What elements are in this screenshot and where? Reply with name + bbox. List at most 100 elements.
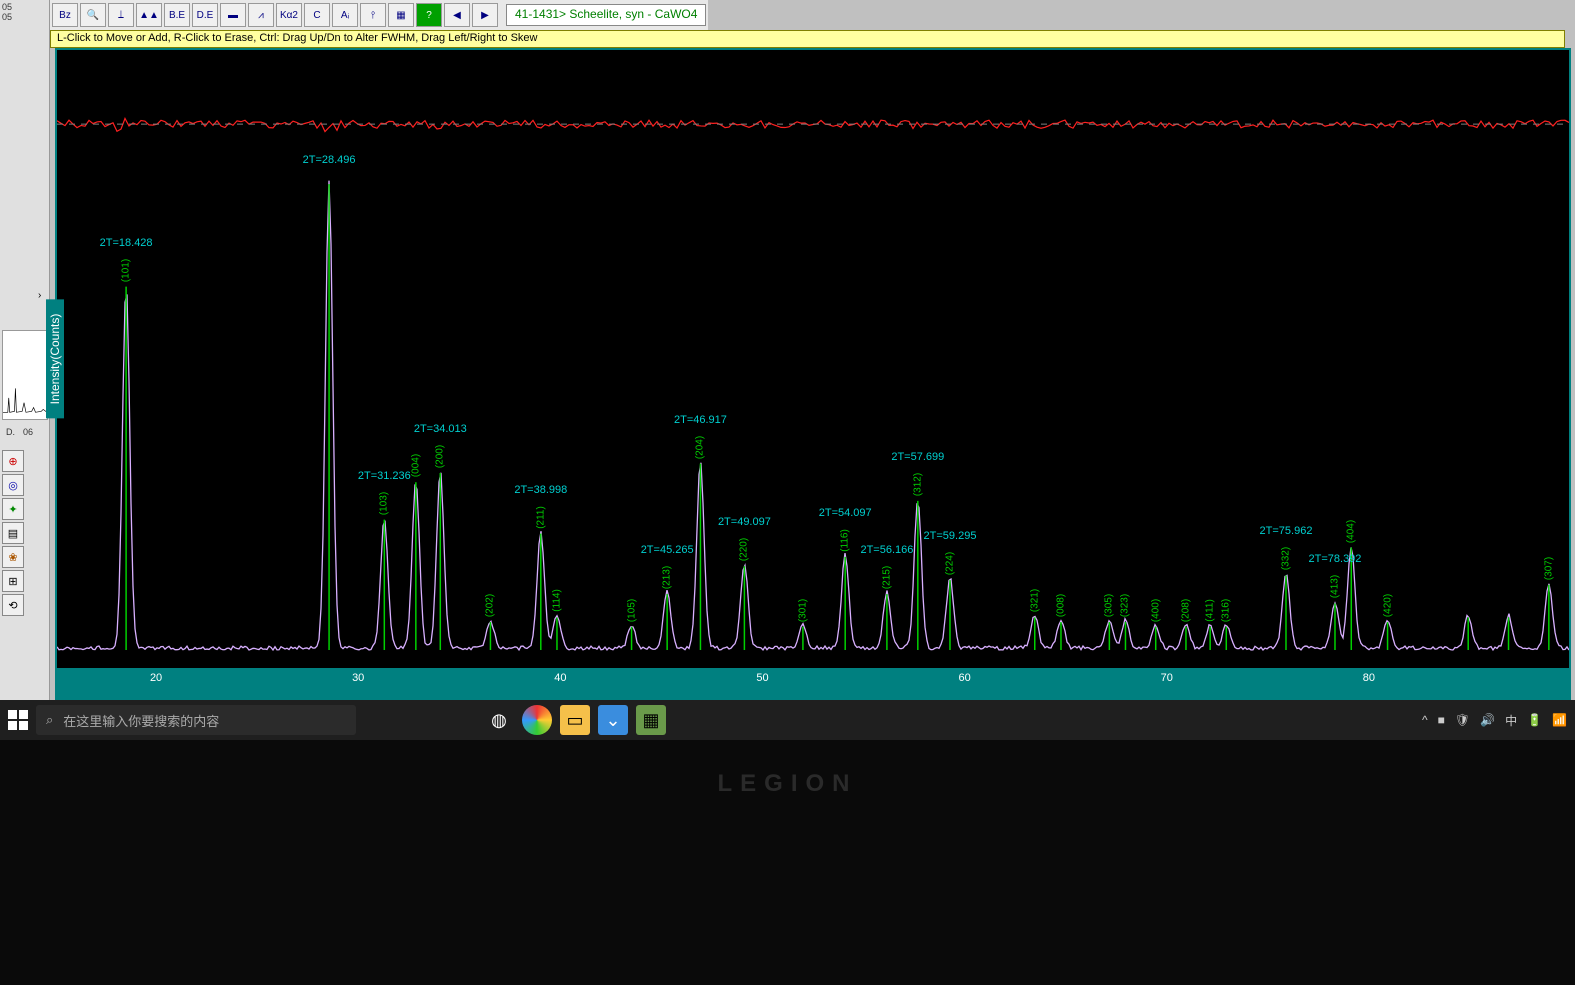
peak-hkl-label: (200)	[435, 445, 446, 468]
toolbar-btn-15[interactable]: ▶	[472, 3, 498, 27]
sb-btn-5[interactable]: ❀	[2, 546, 24, 568]
peak-hkl-label: (008)	[1055, 594, 1066, 617]
tray-icon-2[interactable]: 🛡	[1455, 713, 1470, 727]
peak-hkl-label: (404)	[1346, 519, 1357, 542]
peak-hkl-label: (312)	[912, 473, 923, 496]
app-icon-1[interactable]	[522, 705, 552, 735]
laptop-brand: LEGION	[717, 770, 857, 798]
peak-2t-label: 2T=57.699	[891, 451, 944, 463]
peak-hkl-label: (224)	[944, 552, 955, 575]
x-tick: 20	[150, 672, 162, 684]
sidebar-top-text: 05 05	[0, 0, 49, 24]
peak-2t-label: 2T=54.097	[819, 507, 872, 519]
peak-hkl-label: (316)	[1221, 599, 1232, 622]
peak-hkl-label: (211)	[535, 506, 546, 529]
peak-hkl-label: (101)	[121, 258, 132, 281]
taskbar-pinned-apps: ◍ ▭ ⌄ ▦	[484, 705, 666, 735]
toolbar-btn-1[interactable]: 🔍	[80, 3, 106, 27]
search-placeholder: 在这里输入你要搜索的内容	[63, 711, 219, 730]
system-tray[interactable]: ^ ■ 🛡 🔊 中 🔋 📶	[1422, 712, 1567, 729]
sb-btn-6[interactable]: ⊞	[2, 570, 24, 592]
toolbar-btn-4[interactable]: B.E	[164, 3, 190, 27]
x-tick: 80	[1363, 672, 1375, 684]
mini-plot[interactable]	[2, 330, 48, 420]
peak-2t-label: 2T=78.392	[1309, 553, 1362, 565]
taskbar-search[interactable]: ⌕ 在这里输入你要搜索的内容	[36, 705, 356, 735]
toolbar-btn-3[interactable]: ▲▲	[136, 3, 162, 27]
tray-icon-1[interactable]: ■	[1438, 713, 1445, 727]
peak-hkl-label: (116)	[840, 529, 851, 552]
peak-hkl-label: (305)	[1104, 594, 1115, 617]
toolbar-btn-10[interactable]: Aᵢ	[332, 3, 358, 27]
search-icon: ⌕	[46, 712, 53, 728]
sb-btn-4[interactable]: ▤	[2, 522, 24, 544]
peak-hkl-label: (321)	[1029, 589, 1040, 612]
sb-btn-1[interactable]: ⊕	[2, 450, 24, 472]
toolbar-btn-5[interactable]: D.E	[192, 3, 218, 27]
peak-hkl-label: (202)	[485, 594, 496, 617]
screen-area: 05 05 › D. 06 ⊕ ◎ ✦ ▤ ❀ ⊞ ⟲ Bz🔍⟘▲▲B.ED.E…	[0, 0, 1575, 740]
peak-hkl-label: (420)	[1382, 594, 1393, 617]
toolbar-btn-0[interactable]: Bz	[52, 3, 78, 27]
toolbar-btn-2[interactable]: ⟘	[108, 3, 134, 27]
main-toolbar: Bz🔍⟘▲▲B.ED.E▬⩘Kα2CAᵢ⫯▦?◀▶ 41-1431> Scheel…	[50, 0, 708, 30]
peak-hkl-label: (307)	[1543, 557, 1554, 580]
windows-taskbar[interactable]: ⌕ 在这里输入你要搜索的内容 ◍ ▭ ⌄ ▦ ^ ■ 🛡 🔊 中 🔋 📶	[0, 700, 1575, 740]
plot-svg	[57, 50, 1569, 668]
peak-2t-label: 2T=75.962	[1260, 525, 1313, 537]
peak-hkl-label: (204)	[695, 435, 706, 458]
toolbar-btn-6[interactable]: ▬	[220, 3, 246, 27]
x-tick: 70	[1161, 672, 1173, 684]
phase-match-label[interactable]: 41-1431> Scheelite, syn - CaWO4	[506, 4, 706, 26]
x-tick: 30	[352, 672, 364, 684]
peak-hkl-label: (213)	[662, 566, 673, 589]
peak-hkl-label: (323)	[1120, 594, 1131, 617]
toolbar-btn-12[interactable]: ▦	[388, 3, 414, 27]
peak-2t-label: 2T=38.998	[514, 484, 567, 496]
x-tick: 50	[756, 672, 768, 684]
arrow-right-icon[interactable]: ›	[38, 290, 41, 301]
peak-2t-label: 2T=34.013	[414, 423, 467, 435]
toolbar-btn-9[interactable]: C	[304, 3, 330, 27]
peak-hkl-label: (400)	[1150, 599, 1161, 622]
peak-hkl-label: (114)	[551, 590, 562, 613]
laptop-bezel: LEGION	[0, 740, 1575, 985]
sb-btn-7[interactable]: ⟲	[2, 594, 24, 616]
task-view-icon[interactable]: ◍	[484, 705, 514, 735]
sb-btn-3[interactable]: ✦	[2, 498, 24, 520]
tray-icon-3[interactable]: 🔊	[1480, 713, 1495, 727]
peak-2t-label: 2T=59.295	[924, 530, 977, 542]
toolbar-btn-8[interactable]: Kα2	[276, 3, 302, 27]
start-button[interactable]	[8, 710, 28, 730]
xrd-plot-area[interactable]: Intensity(Counts) (101)2T=18.4282T=28.49…	[55, 48, 1571, 670]
sidebar-tool-buttons: ⊕ ◎ ✦ ▤ ❀ ⊞ ⟲	[2, 450, 24, 616]
peak-2t-label: 2T=45.265	[641, 544, 694, 556]
peak-hkl-label: (301)	[797, 599, 808, 622]
peak-hkl-label: (215)	[881, 566, 892, 589]
tray-icon-4[interactable]: 中	[1505, 712, 1517, 729]
toolbar-btn-13[interactable]: ?	[416, 3, 442, 27]
peak-hkl-label: (411)	[1205, 599, 1216, 622]
toolbar-btn-7[interactable]: ⩘	[248, 3, 274, 27]
app-icon-3[interactable]: ▦	[636, 705, 666, 735]
tray-icon-5[interactable]: 🔋	[1527, 713, 1542, 727]
peak-hkl-label: (208)	[1180, 599, 1191, 622]
mini-plot-footer: D. 06	[4, 425, 35, 439]
peak-2t-label: 2T=18.428	[100, 237, 153, 249]
app-icon-2[interactable]: ⌄	[598, 705, 628, 735]
x-tick: 40	[554, 672, 566, 684]
file-explorer-icon[interactable]: ▭	[560, 705, 590, 735]
toolbar-btn-11[interactable]: ⫯	[360, 3, 386, 27]
peak-hkl-label: (413)	[1329, 575, 1340, 598]
tray-icon-0[interactable]: ^	[1422, 713, 1428, 727]
d-label: D.	[4, 425, 17, 439]
peak-2t-label: 2T=46.917	[674, 414, 727, 426]
hint-bar: L-Click to Move or Add, R-Click to Erase…	[50, 30, 1565, 48]
mini-plot-svg	[3, 331, 47, 417]
x-tick: 60	[958, 672, 970, 684]
peak-hkl-label: (103)	[379, 491, 390, 514]
peak-2t-label: 2T=56.166	[860, 544, 913, 556]
sb-btn-2[interactable]: ◎	[2, 474, 24, 496]
tray-icon-6[interactable]: 📶	[1552, 713, 1567, 727]
toolbar-btn-14[interactable]: ◀	[444, 3, 470, 27]
